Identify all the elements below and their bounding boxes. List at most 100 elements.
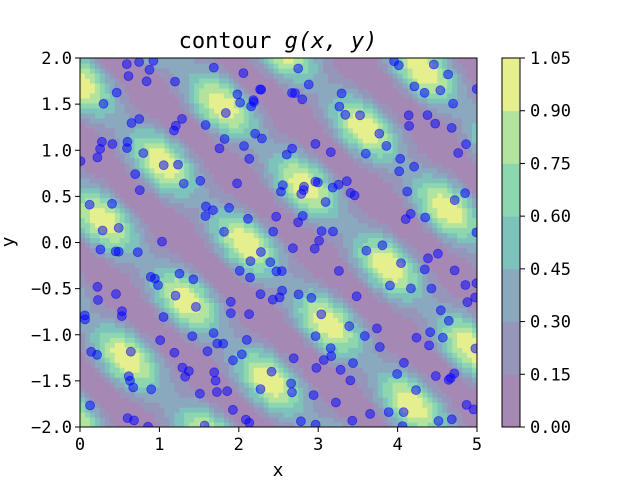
contour-cell bbox=[243, 342, 250, 348]
contour-cell bbox=[124, 212, 131, 219]
contour-cell bbox=[84, 307, 91, 313]
contour-cell bbox=[347, 117, 354, 124]
contour-cell bbox=[104, 402, 111, 408]
contour-cell bbox=[298, 132, 304, 139]
contour-cell bbox=[99, 157, 106, 164]
contour-cell bbox=[362, 77, 369, 84]
contour-cell bbox=[313, 122, 319, 129]
contour-cell bbox=[362, 127, 369, 134]
contour-cell bbox=[293, 117, 299, 124]
contour-cell bbox=[119, 287, 126, 293]
contour-cell bbox=[357, 147, 364, 154]
contour-cell bbox=[89, 192, 96, 199]
contour-cell bbox=[318, 267, 324, 274]
contour-cell bbox=[357, 117, 364, 124]
contour-cell bbox=[109, 372, 116, 378]
contour-cell bbox=[243, 297, 250, 303]
contour-cell bbox=[323, 172, 329, 179]
contour-cell bbox=[407, 392, 414, 398]
contour-cell bbox=[313, 107, 319, 114]
contour-cell bbox=[174, 377, 180, 383]
contour-cell bbox=[407, 362, 414, 368]
contour-cell bbox=[288, 282, 294, 288]
contour-cell bbox=[124, 102, 131, 109]
contour-cell bbox=[139, 182, 146, 189]
contour-cell bbox=[298, 107, 304, 114]
contour-cell bbox=[278, 132, 285, 139]
contour-cell bbox=[303, 247, 309, 254]
contour-cell bbox=[357, 257, 364, 264]
contour-cell bbox=[174, 207, 180, 214]
contour-cell bbox=[397, 272, 404, 279]
contour-cell bbox=[94, 172, 101, 179]
contour-cell bbox=[288, 227, 294, 234]
contour-cell bbox=[323, 412, 329, 418]
contour-cell bbox=[159, 182, 165, 189]
contour-cell bbox=[263, 87, 270, 94]
contour-cell bbox=[144, 342, 151, 348]
contour-cell bbox=[273, 137, 280, 144]
contour-cell bbox=[387, 267, 394, 274]
contour-cell bbox=[99, 367, 106, 373]
contour-cell bbox=[253, 412, 260, 418]
contour-cell bbox=[273, 222, 280, 229]
contour-cell bbox=[392, 302, 399, 308]
contour-cell bbox=[174, 137, 180, 144]
contour-cell bbox=[352, 302, 359, 308]
contour-cell bbox=[204, 58, 210, 64]
contour-cell bbox=[134, 82, 141, 89]
contour-cell bbox=[213, 167, 220, 174]
contour-cell bbox=[323, 367, 329, 373]
contour-cell bbox=[189, 262, 195, 269]
contour-cell bbox=[352, 62, 359, 69]
contour-cell bbox=[89, 137, 96, 144]
contour-cell bbox=[328, 382, 334, 388]
contour-cell bbox=[313, 287, 319, 293]
contour-cell bbox=[347, 137, 354, 144]
contour-cell bbox=[258, 62, 265, 69]
contour-cell bbox=[139, 377, 146, 383]
contour-cell bbox=[293, 417, 299, 423]
contour-cell bbox=[134, 267, 141, 274]
contour-cell bbox=[209, 177, 215, 184]
contour-cell bbox=[179, 322, 185, 328]
contour-cell bbox=[179, 422, 185, 427]
contour-cell bbox=[387, 352, 394, 358]
contour-cell bbox=[357, 162, 364, 169]
contour-cell bbox=[164, 412, 170, 418]
contour-cell bbox=[362, 382, 369, 388]
contour-cell bbox=[144, 142, 151, 149]
contour-cell bbox=[169, 187, 175, 194]
contour-cell bbox=[362, 187, 369, 194]
contour-cell bbox=[189, 192, 195, 199]
contour-cell bbox=[94, 317, 101, 323]
contour-cell bbox=[134, 222, 141, 229]
contour-cell bbox=[323, 417, 329, 423]
contour-cell bbox=[159, 97, 165, 104]
contour-cell bbox=[253, 152, 260, 159]
contour-cell bbox=[392, 362, 399, 368]
contour-cell bbox=[109, 282, 116, 288]
contour-cell bbox=[139, 367, 146, 373]
contour-cell bbox=[392, 117, 399, 124]
contour-cell bbox=[129, 202, 136, 209]
contour-cell bbox=[402, 257, 409, 264]
contour-cell bbox=[402, 182, 409, 189]
contour-cell bbox=[323, 397, 329, 403]
contour-cell bbox=[149, 97, 156, 104]
contour-cell bbox=[223, 157, 230, 164]
contour-cell bbox=[367, 132, 374, 139]
contour-cell bbox=[243, 187, 250, 194]
contour-cell bbox=[323, 87, 329, 94]
contour-cell bbox=[367, 417, 374, 423]
contour-cell bbox=[303, 342, 309, 348]
contour-cell bbox=[402, 67, 409, 74]
contour-cell bbox=[387, 87, 394, 94]
contour-cell bbox=[154, 62, 160, 69]
contour-cell bbox=[323, 112, 329, 119]
contour-cell bbox=[357, 317, 364, 323]
contour-cell bbox=[204, 307, 210, 313]
contour-cell bbox=[352, 132, 359, 139]
contour-cell bbox=[134, 72, 141, 79]
contour-cell bbox=[258, 307, 265, 313]
